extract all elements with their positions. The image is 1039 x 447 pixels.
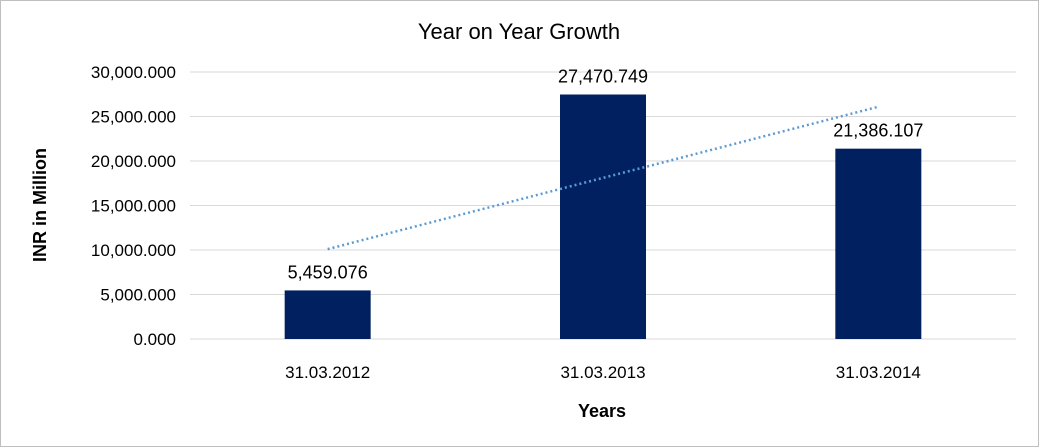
- y-tick-label: 20,000.000: [91, 152, 176, 171]
- y-axis-ticks: 0.000 5,000.000 10,000.000 15,000.000 20,000…: [91, 63, 176, 349]
- bar: [284, 290, 371, 339]
- chart-title: Year on Year Growth: [418, 19, 620, 44]
- x-tick-label: 31.03.2013: [560, 363, 645, 382]
- bar: [560, 94, 646, 339]
- data-label: 21,386.107: [833, 121, 923, 141]
- y-tick-label: 5,000.000: [100, 286, 176, 305]
- y-axis-label: INR in Million: [30, 148, 50, 262]
- y-tick-label: 10,000.000: [91, 241, 176, 260]
- data-label: 5,459.076: [288, 262, 368, 282]
- y-tick-label: 30,000.000: [91, 63, 176, 82]
- data-label: 27,470.749: [558, 67, 648, 87]
- bars: [284, 94, 922, 339]
- x-axis-label: Years: [578, 401, 626, 421]
- x-tick-label: 31.03.2014: [836, 363, 921, 382]
- y-tick-label: 15,000.000: [91, 197, 176, 216]
- x-tick-label: 31.03.2012: [285, 363, 370, 382]
- bar: [835, 148, 922, 339]
- x-axis-ticks: 31.03.2012 31.03.2013 31.03.2014: [285, 363, 921, 382]
- data-labels: 5,459.076 27,470.749 21,386.107: [288, 67, 924, 283]
- y-tick-label: 0.000: [133, 330, 176, 349]
- y-tick-label: 25,000.000: [91, 108, 176, 127]
